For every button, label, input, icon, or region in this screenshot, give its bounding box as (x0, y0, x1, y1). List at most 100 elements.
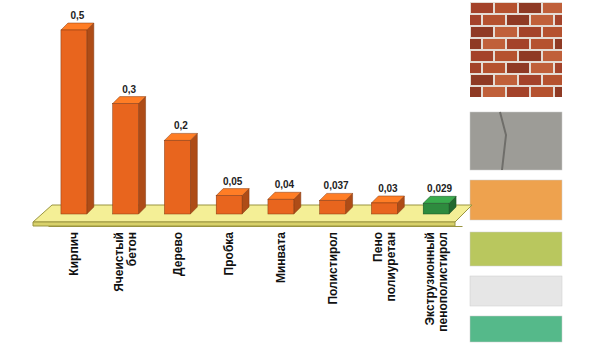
foam-swatch (470, 316, 562, 342)
data-label: 0,5 (70, 10, 84, 21)
brick (470, 15, 481, 25)
brick (507, 63, 529, 73)
data-label: 0,03 (378, 183, 398, 194)
bar-3d (61, 23, 94, 214)
brick (555, 15, 562, 25)
cork-swatch (470, 232, 562, 266)
bar-top (61, 23, 94, 30)
bar-side (139, 97, 146, 214)
bar-3d (268, 192, 301, 214)
wood-swatch (470, 180, 562, 220)
data-labels: 0,5 0,3 0,2 0,05 0,04 0,037 0,03 0,029 (70, 10, 452, 194)
chart: 0,5 0,3 0,2 0,05 0,04 0,037 0,03 0,029 Кирпич Яче… (0, 0, 600, 360)
tick: Минвата (274, 232, 288, 283)
floor (33, 205, 472, 226)
brick (470, 87, 481, 97)
category-label: Ячеистыйбетон (112, 232, 139, 292)
brick (519, 27, 541, 37)
bar (320, 200, 346, 214)
bar (61, 30, 87, 214)
category-label: Пенополиуретан (371, 232, 398, 301)
bar-3d (423, 196, 456, 214)
brick (555, 39, 562, 49)
brick (519, 75, 541, 85)
tick: Полистирол (326, 232, 340, 305)
category-label: Полистирол (326, 232, 340, 305)
brick (519, 51, 541, 61)
bar-top (164, 133, 197, 140)
brick (483, 63, 505, 73)
brick (555, 63, 562, 73)
bar-side (87, 23, 94, 214)
x-axis: Кирпич Ячеистыйбетон Дерево Пробка Минвата По… (49, 227, 463, 332)
bar (268, 199, 294, 214)
brick (483, 87, 505, 97)
brick (507, 87, 529, 97)
brick (471, 3, 493, 13)
concrete-swatch (470, 112, 562, 170)
swatches (470, 2, 562, 342)
category-label: Дерево (171, 232, 185, 276)
brick (531, 15, 553, 25)
brick (471, 51, 493, 61)
bar-top (113, 97, 146, 104)
brick (471, 75, 493, 85)
category-label: Минвата (274, 232, 288, 283)
brick (543, 3, 562, 13)
floor-edge (33, 222, 455, 226)
brick (531, 87, 553, 97)
brick (470, 39, 481, 49)
tick: Дерево (171, 232, 185, 276)
brick (531, 39, 553, 49)
brick (531, 63, 553, 73)
data-label: 0,3 (122, 84, 136, 95)
brick (543, 27, 562, 37)
brick (495, 27, 517, 37)
tick: Ячеистыйбетон (112, 232, 139, 292)
brick (470, 63, 481, 73)
bar-top (371, 196, 404, 203)
bar-top (320, 193, 353, 200)
swatch (470, 2, 562, 97)
tick: Экструзионныйпенополистирол (423, 232, 450, 332)
bar-top (216, 189, 249, 196)
data-label: 0,037 (324, 180, 349, 191)
brick-swatch (470, 2, 562, 97)
floor-top (33, 205, 472, 222)
bar-3d (164, 133, 197, 214)
brick (543, 51, 562, 61)
category-label: Пробка (222, 232, 236, 276)
brick (495, 75, 517, 85)
brick (483, 15, 505, 25)
bar (113, 104, 139, 214)
bar (164, 140, 190, 214)
brick (471, 27, 493, 37)
bar-top (268, 192, 301, 199)
brick (483, 39, 505, 49)
bar-side (190, 133, 197, 214)
tick: Кирпич (67, 232, 81, 276)
category-label: Экструзионныйпенополистирол (423, 232, 450, 332)
brick (519, 3, 541, 13)
brick (495, 3, 517, 13)
axis-line (49, 226, 463, 227)
texture (500, 112, 506, 170)
bar-3d (371, 196, 404, 214)
data-label: 0,04 (275, 179, 295, 190)
data-label: 0,2 (174, 120, 188, 131)
bar (216, 196, 242, 214)
brick (495, 51, 517, 61)
brick (543, 75, 562, 85)
bar-top (423, 196, 456, 203)
data-label: 0,05 (223, 176, 243, 187)
data-label: 0,029 (427, 183, 452, 194)
brick (507, 15, 529, 25)
bar-3d (216, 189, 249, 214)
category-label: Кирпич (67, 232, 81, 276)
brick (507, 39, 529, 49)
tick: Пенополиуретан (371, 232, 398, 301)
bar-3d (113, 97, 146, 214)
bar-3d (320, 193, 353, 214)
brick (555, 87, 562, 97)
bar (371, 203, 397, 214)
